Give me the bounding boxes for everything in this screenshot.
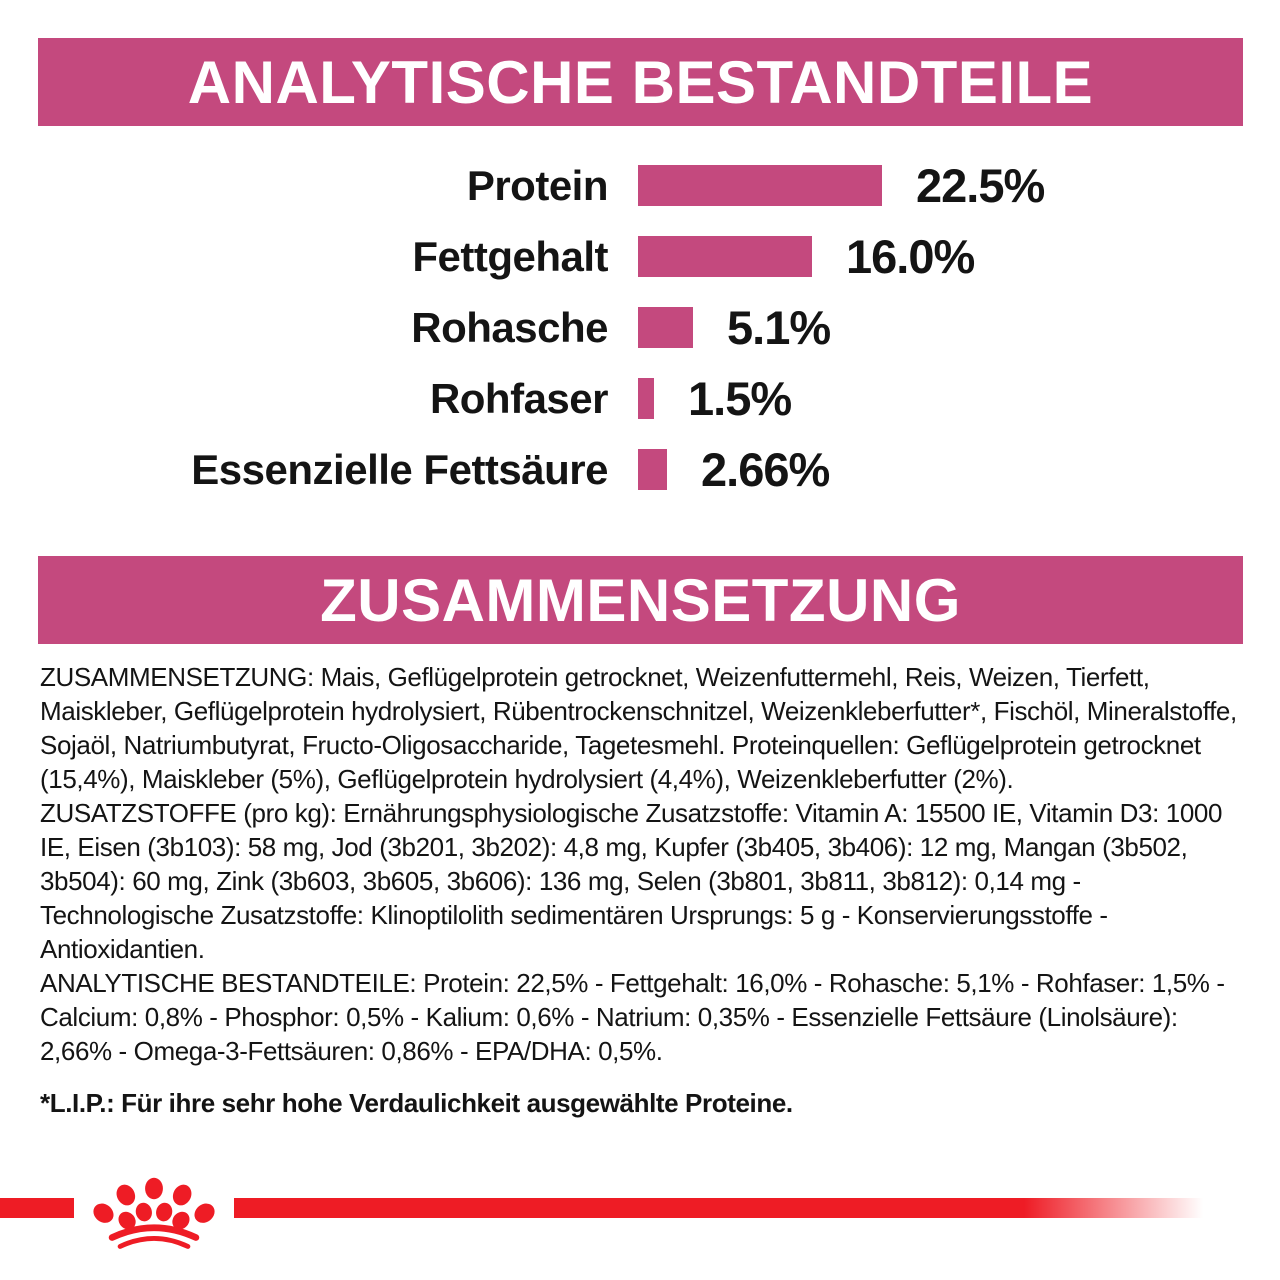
chart-row: Essenzielle Fettsäure 2.66%	[0, 434, 1280, 505]
section-title-composition: ZUSAMMENSETZUNG	[320, 566, 961, 634]
chart-row: Protein 22.5%	[0, 150, 1280, 221]
crown-icon	[93, 1177, 215, 1249]
section-banner-composition: ZUSAMMENSETZUNG	[38, 556, 1243, 644]
chart-value-label: 16.0%	[846, 230, 975, 283]
footer-red-line	[0, 1198, 1280, 1218]
section-title-analytical: ANALYTISCHE BESTANDTEILE	[187, 48, 1094, 116]
paragraph-additives: ZUSATZSTOFFE (pro kg): Ernährungsphysiol…	[40, 798, 1223, 964]
chart-bar	[638, 165, 882, 206]
paragraph-lip-note: *L.I.P.: Für ihre sehr hohe Verdaulichke…	[40, 1088, 793, 1118]
chart-bar	[638, 449, 667, 490]
chart-row: Rohfaser 1.5%	[0, 363, 1280, 434]
chart-category-label: Rohfaser	[429, 374, 609, 422]
chart-value-label: 2.66%	[701, 443, 830, 496]
section-banner-analytical: ANALYTISCHE BESTANDTEILE	[38, 38, 1243, 126]
chart-category-label: Fettgehalt	[412, 232, 608, 280]
paragraph-analytical-constituents: ANALYTISCHE BESTANDTEILE: Protein: 22,5%…	[40, 968, 1225, 1066]
chart-category-label: Essenzielle Fettsäure	[191, 445, 608, 493]
chart-bar	[638, 236, 812, 277]
chart-row: Rohasche 5.1%	[0, 292, 1280, 363]
royal-canin-crown-logo	[74, 1168, 234, 1250]
chart-value-label: 22.5%	[916, 159, 1045, 212]
chart-category-label: Rohasche	[411, 303, 608, 351]
composition-text-block: ZUSAMMENSETZUNG: Mais, Geflügelprotein g…	[40, 660, 1246, 1120]
chart-value-label: 5.1%	[727, 301, 831, 354]
chart-category-label: Protein	[466, 161, 609, 209]
chart-bar	[638, 378, 654, 419]
chart-value-label: 1.5%	[688, 372, 792, 425]
paragraph-composition: ZUSAMMENSETZUNG: Mais, Geflügelprotein g…	[40, 662, 1237, 794]
chart-bar	[638, 307, 693, 348]
chart-row: Fettgehalt 16.0%	[0, 221, 1280, 292]
analytical-bar-chart: Protein 22.5% Fettgehalt 16.0% Rohasche …	[0, 150, 1280, 505]
